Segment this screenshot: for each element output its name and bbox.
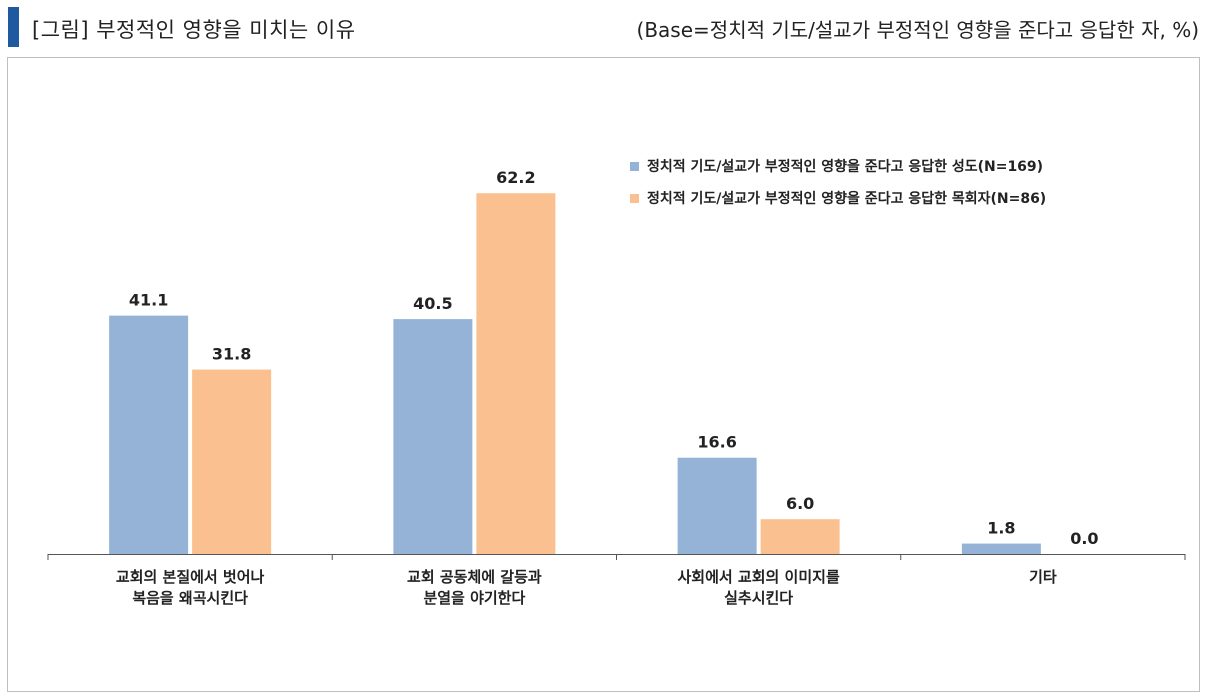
bar-series1-cat1 (109, 315, 189, 554)
legend-label-pastors: 정치적 기도/설교가 부정적인 영향을 준다고 응답한 목회자(N=86) (647, 191, 1047, 207)
data-label-series1-cat1: 41.1 (129, 291, 168, 310)
figure-header: [그림] 부정적인 영향을 미치는 이유 (Base=정치적 기도/설교가 부정… (0, 0, 1209, 52)
bar-series2-cat2 (476, 193, 556, 555)
legend-item-pastors: 정치적 기도/설교가 부정적인 영향을 준다고 응답한 목회자(N=86) (630, 182, 1046, 214)
title-accent-bar (8, 7, 19, 47)
figure-title: [그림] 부정적인 영향을 미치는 이유 (32, 18, 356, 42)
bar-series1-cat4 (961, 543, 1041, 554)
category-label-3: 사회에서 교회의 이미지를 실추시킨다 (677, 568, 840, 607)
bar-series1-cat3 (677, 457, 757, 554)
legend-swatch-pastors (630, 193, 639, 203)
base-note: (Base=정치적 기도/설교가 부정적인 영향을 준다고 응답한 자, %) (636, 18, 1199, 42)
data-label-series2-cat4: 0.0 (1070, 529, 1098, 548)
data-label-series1-cat4: 1.8 (987, 519, 1015, 538)
chart-legend: 정치적 기도/설교가 부정적인 영향을 준다고 응답한 성도(N=169) 정치… (630, 150, 1046, 214)
data-label-series2-cat1: 31.8 (212, 345, 251, 364)
data-label-series1-cat3: 16.6 (697, 433, 736, 452)
bar-series1-cat2 (393, 319, 473, 554)
bar-series2-cat3 (760, 519, 840, 554)
data-label-series2-cat3: 6.0 (786, 494, 814, 513)
legend-swatch-members (630, 161, 639, 171)
category-label-1: 교회의 본질에서 벗어나 복음을 왜곡시킨다 (115, 568, 265, 607)
category-label-2: 교회 공동체에 갈등과 분열을 야기한다 (407, 568, 542, 607)
bar-series2-cat1 (192, 369, 272, 554)
legend-item-members: 정치적 기도/설교가 부정적인 영향을 준다고 응답한 성도(N=169) (630, 150, 1046, 182)
category-label-4: 기타 (1029, 568, 1057, 586)
legend-label-members: 정치적 기도/설교가 부정적인 영향을 준다고 응답한 성도(N=169) (647, 159, 1044, 175)
chart-frame (7, 57, 1200, 692)
data-label-series2-cat2: 62.2 (496, 168, 535, 187)
data-label-series1-cat2: 40.5 (413, 294, 452, 313)
